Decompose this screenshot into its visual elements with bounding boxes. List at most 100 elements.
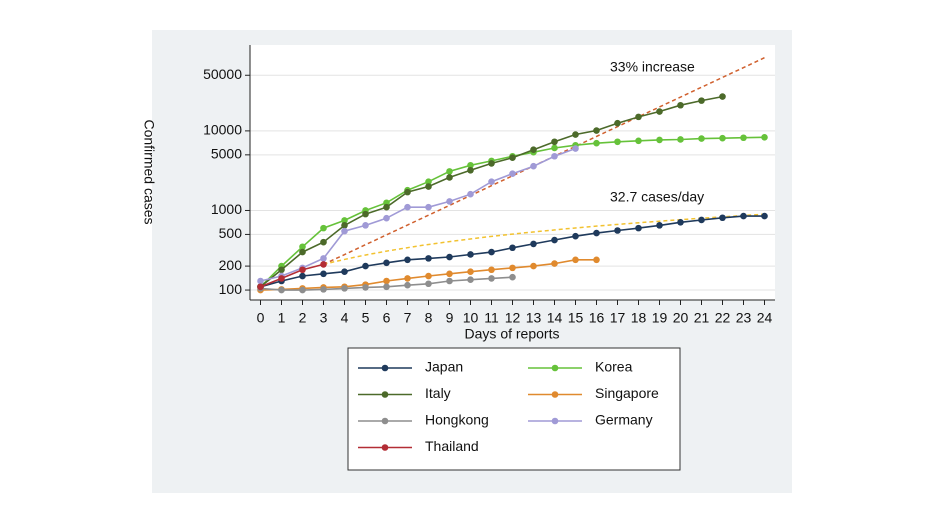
y-tick-label: 5000 — [211, 146, 242, 162]
legend-marker — [381, 364, 389, 372]
data-point — [509, 244, 516, 252]
legend-label: Thailand — [425, 438, 479, 454]
data-point — [446, 270, 453, 278]
data-point — [278, 286, 285, 294]
data-point — [257, 277, 264, 285]
data-point — [341, 222, 348, 229]
y-tick-label: 50000 — [203, 66, 242, 82]
legend-label: Japan — [425, 359, 463, 375]
data-point — [488, 266, 495, 274]
legend-marker — [381, 391, 389, 398]
data-point — [341, 285, 348, 292]
data-point — [299, 248, 306, 256]
data-point — [509, 273, 516, 281]
legend-marker — [551, 391, 559, 398]
data-point — [551, 152, 558, 160]
legend-marker — [381, 444, 389, 451]
data-point — [320, 270, 327, 278]
data-point — [677, 101, 684, 109]
x-tick-label: 2 — [299, 310, 307, 326]
x-tick-label: 20 — [673, 310, 689, 326]
x-tick-label: 4 — [341, 310, 349, 326]
data-point — [383, 277, 390, 285]
series-line — [260, 263, 324, 288]
data-point — [614, 227, 621, 234]
data-point — [719, 93, 726, 100]
data-point — [572, 131, 579, 138]
x-tick-label: 7 — [404, 310, 412, 326]
x-tick-label: 14 — [547, 310, 563, 326]
data-point — [320, 261, 327, 268]
data-point — [530, 146, 537, 154]
legend-marker — [551, 364, 559, 372]
data-point — [404, 188, 411, 196]
data-point — [509, 170, 516, 177]
data-point — [425, 255, 432, 262]
data-point — [404, 275, 411, 282]
data-point — [551, 144, 558, 152]
data-point — [299, 286, 306, 294]
y-tick-label: 10000 — [203, 122, 242, 138]
data-point — [257, 283, 264, 291]
data-point — [467, 190, 474, 198]
data-point — [362, 284, 369, 291]
data-point — [425, 203, 432, 211]
x-tick-label: 19 — [652, 310, 668, 326]
data-point — [593, 139, 600, 147]
data-point — [425, 178, 432, 185]
data-point — [320, 255, 327, 262]
x-tick-label: 10 — [463, 310, 479, 326]
data-point — [509, 264, 516, 272]
x-tick-label: 21 — [694, 310, 710, 326]
data-point — [446, 198, 453, 205]
x-tick-label: 11 — [484, 310, 499, 326]
data-point — [278, 275, 285, 282]
x-tick-label: 17 — [610, 310, 626, 326]
legend-marker — [381, 417, 389, 425]
data-point — [341, 217, 348, 224]
x-tick-label: 22 — [715, 310, 731, 326]
y-tick-label: 100 — [219, 281, 243, 297]
data-point — [530, 162, 537, 170]
x-axis-label: Days of reports — [465, 326, 560, 342]
data-point — [593, 256, 600, 264]
y-tick-label: 1000 — [211, 201, 242, 217]
data-point — [551, 138, 558, 146]
x-tick-label: 13 — [526, 310, 542, 326]
data-point — [299, 272, 306, 280]
data-point — [362, 210, 369, 218]
data-point — [698, 216, 705, 224]
data-point — [488, 178, 495, 185]
data-point — [740, 212, 747, 220]
data-point — [383, 203, 390, 211]
data-point — [572, 232, 579, 240]
data-point — [362, 222, 369, 229]
data-point — [299, 243, 306, 251]
data-point — [572, 145, 579, 152]
y-axis-label: Confirmed cases — [141, 119, 157, 224]
x-tick-label: 23 — [736, 310, 752, 326]
data-point — [761, 212, 768, 220]
x-tick-label: 15 — [568, 310, 584, 326]
data-point — [425, 272, 432, 280]
data-point — [446, 168, 453, 175]
data-point — [593, 127, 600, 134]
data-point — [446, 253, 453, 261]
data-point — [614, 119, 621, 127]
data-point — [551, 260, 558, 267]
data-point — [278, 266, 285, 274]
data-point — [509, 154, 516, 162]
data-point — [677, 136, 684, 143]
x-tick-label: 24 — [757, 310, 773, 326]
legend-label: Hongkong — [425, 412, 489, 428]
data-point — [740, 134, 747, 142]
data-point — [635, 224, 642, 232]
data-point — [551, 236, 558, 244]
x-tick-label: 0 — [257, 310, 265, 326]
data-point — [320, 286, 327, 293]
data-point — [341, 227, 348, 235]
annotation: 33% increase — [610, 59, 695, 75]
data-point — [467, 251, 474, 258]
data-point — [299, 266, 306, 274]
